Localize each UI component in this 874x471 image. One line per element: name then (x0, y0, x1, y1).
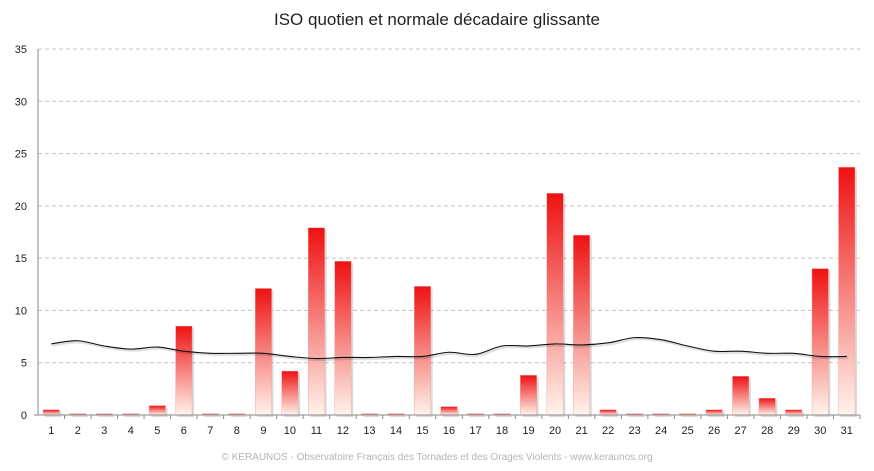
bar (307, 227, 325, 416)
x-tick-label: 15 (416, 425, 428, 437)
x-tick-label: 5 (154, 425, 160, 437)
x-tick-label: 26 (708, 425, 720, 437)
bar-shadow (98, 415, 115, 417)
y-tick-label: 10 (15, 305, 27, 317)
x-tick-label: 1 (48, 425, 54, 437)
bar (440, 406, 458, 416)
x-tick-label: 8 (234, 425, 240, 437)
bar (520, 375, 537, 416)
x-tick-label: 14 (390, 425, 402, 437)
bar-shadow (124, 415, 142, 417)
bar-shadow (654, 415, 672, 417)
x-tick-label: 7 (207, 425, 213, 437)
bar (705, 409, 723, 416)
bar-shadow (628, 415, 645, 417)
bar-shadow (204, 415, 221, 417)
bar (175, 325, 193, 416)
x-tick-label: 10 (284, 425, 296, 437)
x-tick-label: 24 (655, 425, 667, 437)
y-tick-label: 25 (15, 149, 27, 161)
chart-title: ISO quotien et normale décadaire glissan… (273, 10, 601, 29)
x-tick-label: 4 (128, 425, 134, 437)
x-tick-label: 2 (75, 425, 81, 437)
x-tick-label: 28 (761, 425, 773, 437)
bar (281, 370, 299, 416)
bar (599, 409, 617, 416)
x-tick-label: 6 (181, 425, 187, 437)
y-tick-label: 15 (15, 253, 27, 265)
bar (546, 193, 564, 416)
bar (414, 286, 431, 416)
x-tick-label: 13 (363, 425, 375, 437)
bar (811, 268, 829, 416)
bar-shadow (681, 415, 698, 417)
bar (785, 409, 803, 416)
x-tick-label: 20 (549, 425, 561, 437)
y-tick-label: 35 (15, 44, 27, 56)
footer-credit: © KERAUNOS - Observatoire Français des T… (221, 452, 653, 463)
y-tick-label: 20 (15, 201, 27, 213)
x-tick-label: 27 (735, 425, 747, 437)
x-tick-label: 3 (101, 425, 107, 437)
bar-shadow (495, 415, 513, 417)
bar (838, 166, 856, 416)
x-tick-label: 17 (469, 425, 481, 437)
x-tick-label: 11 (311, 425, 322, 437)
x-tick-label: 25 (682, 425, 694, 437)
bar (42, 409, 60, 416)
x-tick-label: 12 (337, 425, 349, 437)
bar (254, 288, 272, 416)
x-tick-label: 29 (788, 425, 800, 437)
y-tick-label: 30 (15, 96, 27, 108)
x-tick-label: 21 (575, 425, 587, 437)
bar (334, 261, 352, 416)
bar (758, 398, 776, 416)
x-tick-label: 22 (602, 425, 614, 437)
normal-line-shadow (52, 337, 849, 362)
x-tick-label: 19 (522, 425, 534, 437)
x-tick-label: 30 (814, 425, 826, 437)
y-tick-label: 5 (21, 358, 27, 370)
bar (148, 405, 166, 416)
bar (732, 376, 750, 416)
x-tick-label: 16 (443, 425, 455, 437)
x-tick-label: 9 (260, 425, 266, 437)
x-tick-label: 23 (628, 425, 640, 437)
bar-shadow (71, 415, 88, 417)
bar-shadow (389, 415, 407, 417)
x-tick-label: 18 (496, 425, 508, 437)
bar-shadow (230, 415, 248, 417)
normal-line (51, 336, 847, 360)
bar (573, 234, 591, 416)
y-tick-label: 0 (21, 410, 27, 422)
bar-shadow (363, 415, 380, 417)
bar-shadow (469, 415, 486, 417)
x-tick-label: 31 (841, 425, 853, 437)
